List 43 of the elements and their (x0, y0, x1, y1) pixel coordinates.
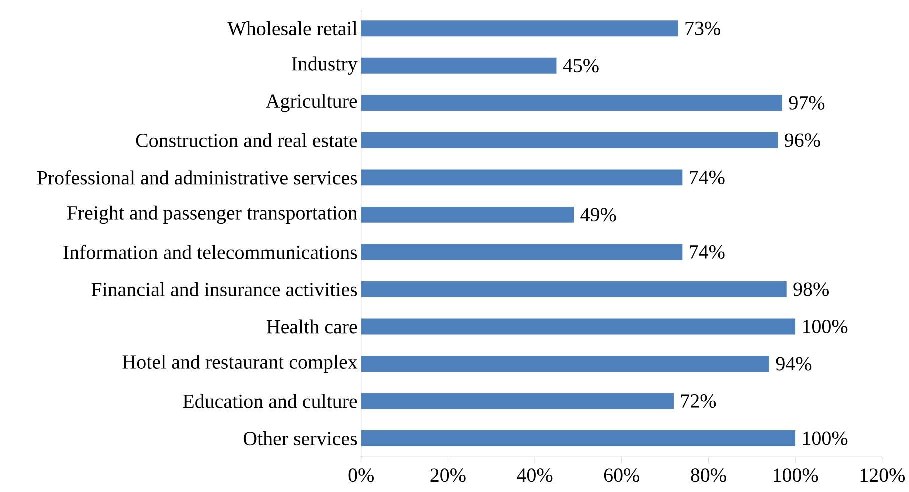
y-tick-label: Information and telecommunications (64, 245, 358, 260)
y-tick-label: Agriculture (266, 94, 358, 112)
y-tick-label: Industry (292, 56, 358, 75)
bar (361, 132, 778, 148)
data-label: 49% (580, 208, 616, 222)
data-label: 98% (794, 282, 829, 296)
bar (361, 206, 574, 223)
y-tick-label: Education and culture (183, 394, 358, 408)
bar (361, 170, 683, 186)
bar (361, 244, 683, 260)
x-tick-label: 80% (691, 468, 726, 482)
bar (361, 281, 787, 298)
data-label: 96% (785, 134, 820, 148)
x-tick-label: 20% (430, 468, 466, 482)
data-label: 94% (776, 357, 812, 371)
y-tick-label: Financial and insurance activities (92, 282, 358, 296)
y-tick-label: Wholesale retail (228, 21, 358, 36)
bar (361, 430, 796, 446)
y-tick-label: Health care (266, 320, 358, 334)
bar (361, 356, 770, 372)
bar (361, 58, 557, 74)
data-label: 100% (804, 320, 848, 334)
data-label: 73% (686, 22, 720, 36)
y-tick-label: Other services (244, 431, 358, 446)
data-label: 45% (563, 59, 599, 73)
y-tick-label: Hotel and restaurant complex (122, 354, 358, 374)
y-tick-label: Construction and real estate (136, 133, 358, 148)
x-tick-label: 100% (774, 468, 818, 482)
data-label: 72% (681, 394, 716, 408)
data-label: 74% (690, 245, 725, 259)
data-label: 100% (804, 432, 848, 446)
x-tick-label: 0% (348, 468, 374, 482)
x-tick-label: 60% (604, 468, 640, 482)
bar (361, 20, 678, 37)
bar (361, 393, 674, 410)
y-tick-label: Professional and administrative services (37, 170, 358, 185)
y-tick-label: Freight and passenger transportation (67, 206, 358, 224)
x-tick-label: 120% (860, 468, 906, 482)
x-tick-label: 40% (517, 468, 553, 482)
bar (361, 318, 796, 335)
data-label: 97% (789, 96, 825, 110)
bar (361, 95, 783, 112)
data-label: 74% (690, 170, 725, 184)
